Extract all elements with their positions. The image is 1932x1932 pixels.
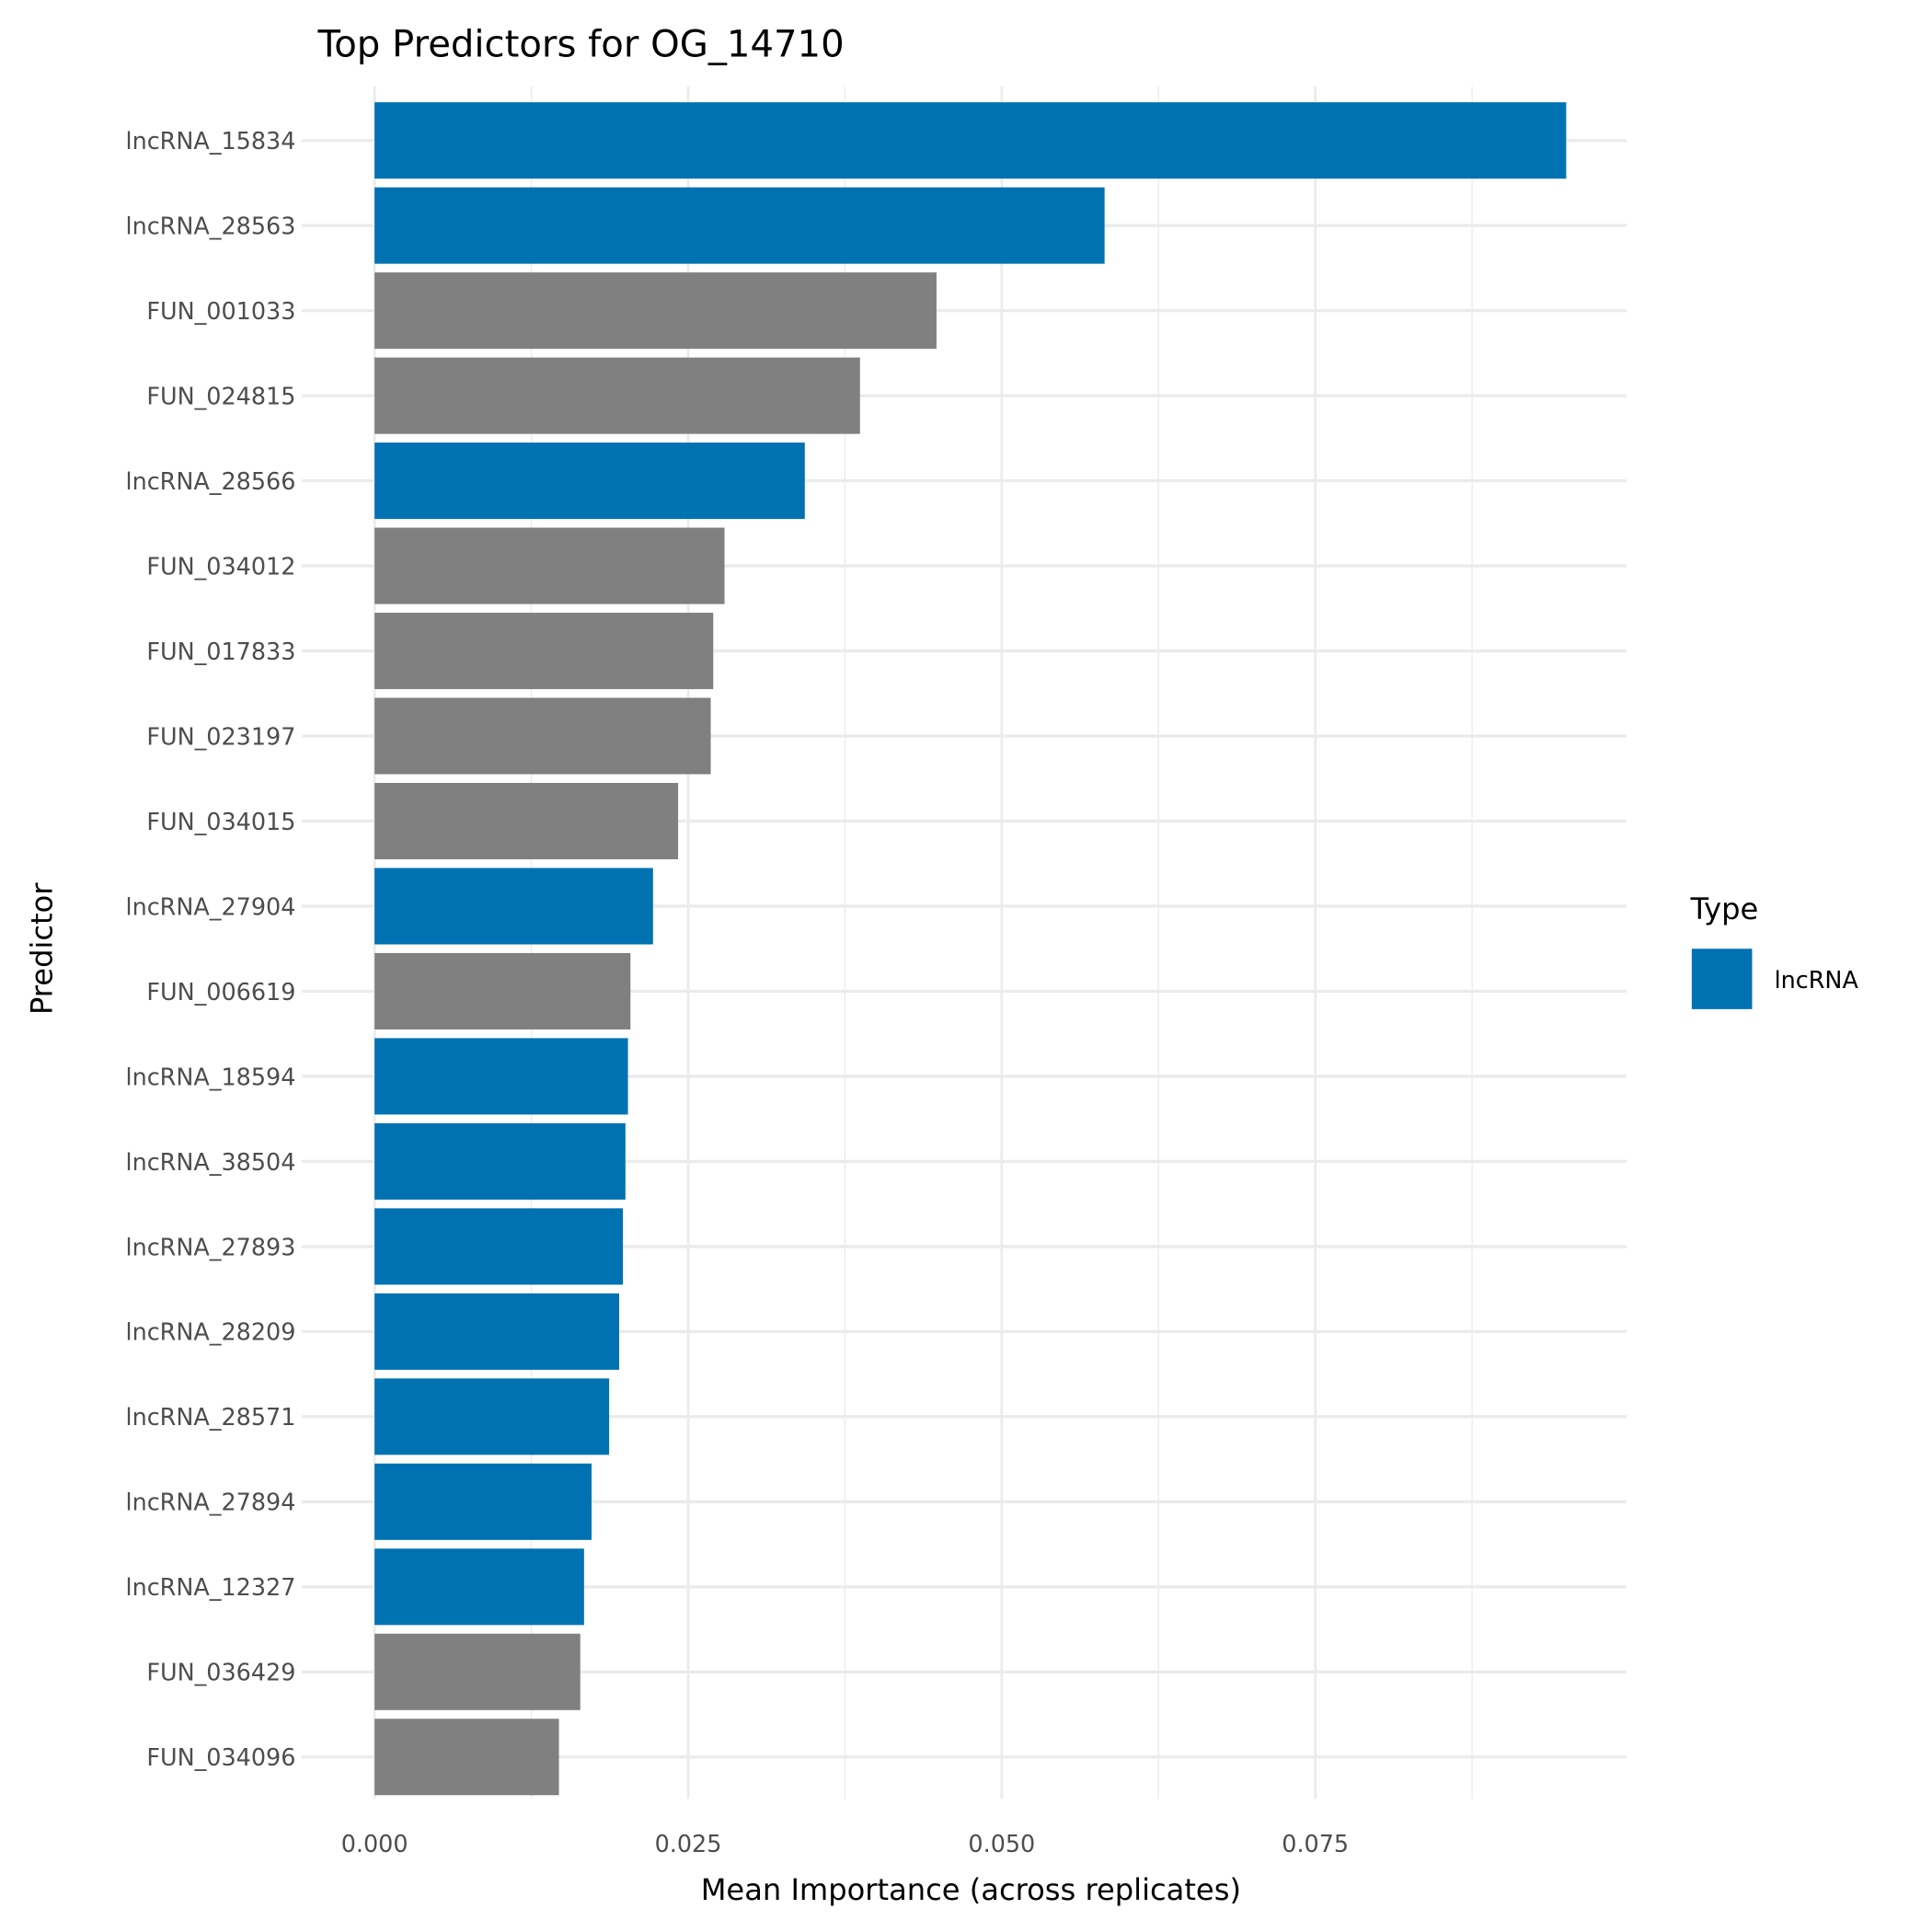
bar-fun-034012 xyxy=(374,527,725,604)
y-tick-label: lncRNA_18594 xyxy=(126,1063,296,1090)
x-tick-label: 0.000 xyxy=(341,1830,408,1857)
x-tick-label: 0.075 xyxy=(1282,1830,1349,1857)
bar-lncrna-18594 xyxy=(374,1038,628,1115)
bar-lncrna-28571 xyxy=(374,1378,610,1455)
y-tick-label: lncRNA_12327 xyxy=(126,1573,296,1601)
y-axis-title: Predictor xyxy=(24,882,59,1015)
bar-lncrna-28566 xyxy=(374,443,805,520)
bar-fun-034096 xyxy=(374,1719,559,1796)
bars xyxy=(374,102,1567,1796)
x-tick-labels: 0.000 0.025 0.050 0.075 xyxy=(341,1830,1349,1857)
legend-title: Type xyxy=(1690,891,1759,926)
bar-fun-001033 xyxy=(374,272,937,350)
bar-fun-006619 xyxy=(374,952,631,1029)
bar-lncrna-27904 xyxy=(374,868,653,945)
bar-lncrna-28209 xyxy=(374,1293,620,1370)
bar-fun-024815 xyxy=(374,357,860,434)
bar-fun-036429 xyxy=(374,1633,581,1710)
bar-lncrna-28563 xyxy=(374,187,1105,264)
y-tick-labels: lncRNA_15834 lncRNA_28563 FUN_001033 FUN_02… xyxy=(126,127,296,1771)
y-tick-label: lncRNA_28566 xyxy=(126,467,296,495)
x-axis-title: Mean Importance (across replicates) xyxy=(701,1872,1241,1907)
y-tick-label: lncRNA_27904 xyxy=(126,892,296,920)
y-tick-label: FUN_034012 xyxy=(146,552,295,580)
legend-label-lncrna: lncRNA xyxy=(1775,966,1859,994)
y-tick-label: lncRNA_28563 xyxy=(126,213,296,240)
x-tick-label: 0.025 xyxy=(655,1830,722,1857)
y-tick-label: FUN_036429 xyxy=(146,1659,295,1686)
bar-lncrna-27894 xyxy=(374,1463,592,1540)
bar-lncrna-12327 xyxy=(374,1548,584,1626)
x-tick-label: 0.050 xyxy=(968,1830,1035,1857)
bar-fun-017833 xyxy=(374,613,714,690)
y-tick-label: lncRNA_28209 xyxy=(126,1318,296,1346)
y-tick-label: lncRNA_27894 xyxy=(126,1489,296,1516)
legend: Type lncRNA xyxy=(1690,891,1859,1009)
bar-lncrna-27893 xyxy=(374,1208,624,1285)
y-tick-label: FUN_034096 xyxy=(146,1743,295,1771)
bar-lncrna-38504 xyxy=(374,1122,626,1200)
y-tick-label: FUN_024815 xyxy=(146,382,295,409)
y-tick-label: lncRNA_27893 xyxy=(126,1233,296,1260)
y-tick-label: lncRNA_28571 xyxy=(126,1403,296,1431)
bar-fun-023197 xyxy=(374,697,711,775)
y-tick-label: FUN_034015 xyxy=(146,808,295,835)
y-tick-label: FUN_017833 xyxy=(146,638,295,665)
y-tick-label: FUN_006619 xyxy=(146,978,295,1006)
chart-title: Top Predictors for OG_14710 xyxy=(317,24,845,66)
y-tick-label: FUN_001033 xyxy=(146,297,295,325)
y-tick-label: lncRNA_38504 xyxy=(126,1148,296,1176)
y-tick-label: FUN_023197 xyxy=(146,722,295,750)
legend-swatch-lncrna xyxy=(1691,949,1753,1009)
y-tick-label: lncRNA_15834 xyxy=(126,127,296,155)
bar-lncrna-15834 xyxy=(374,102,1567,179)
bar-fun-034015 xyxy=(374,782,679,860)
